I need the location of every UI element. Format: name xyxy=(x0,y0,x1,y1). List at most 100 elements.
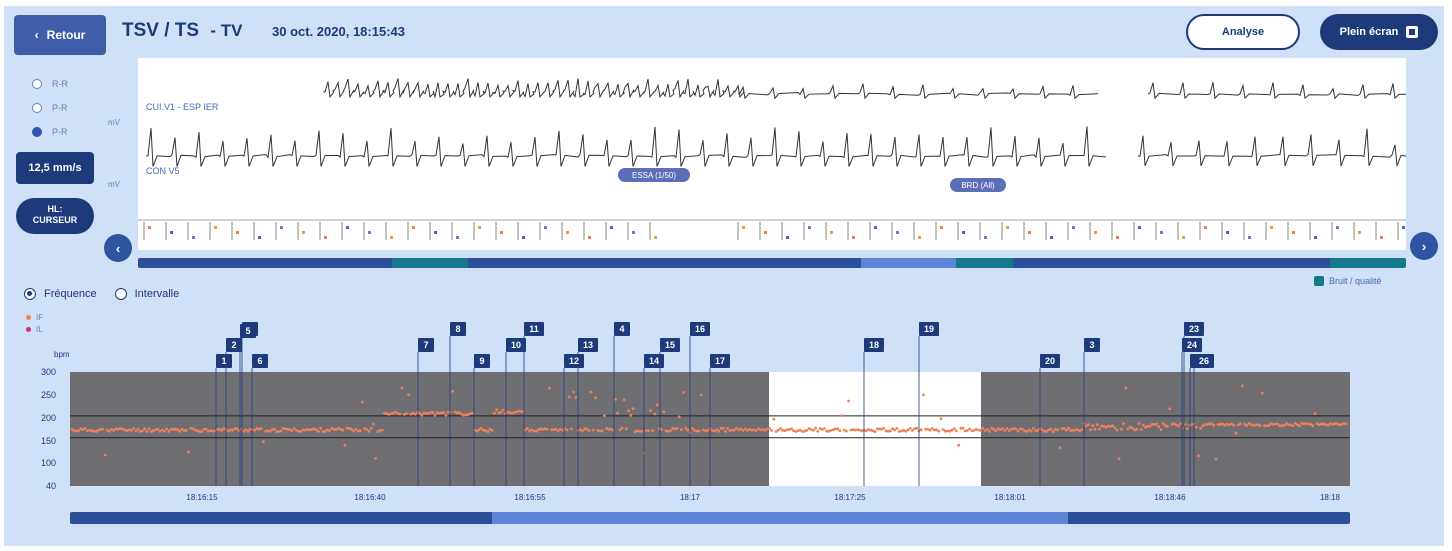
event-flag[interactable]: 23 xyxy=(1184,322,1204,336)
hr-point xyxy=(990,426,993,430)
hr-point xyxy=(1071,429,1075,432)
event-flag[interactable]: 9 xyxy=(474,354,490,368)
hr-point xyxy=(114,427,118,431)
hr-point xyxy=(352,429,355,433)
hr-point xyxy=(1276,422,1279,426)
event-flag[interactable]: 2 xyxy=(226,338,242,352)
hr-point xyxy=(471,412,474,415)
hr-point xyxy=(264,429,267,433)
title-sub: - TV xyxy=(210,21,243,40)
hr-point xyxy=(1144,425,1147,429)
hr-point xyxy=(783,429,787,433)
event-flag[interactable]: 12 xyxy=(564,354,584,368)
hr-point xyxy=(724,430,727,433)
next-strip-button[interactable]: › xyxy=(1410,232,1438,260)
beat-type-dot xyxy=(1270,226,1273,229)
trend-scrollbar[interactable] xyxy=(70,512,1350,524)
event-flag[interactable]: 18 xyxy=(864,338,884,352)
event-flag[interactable]: 3 xyxy=(1084,338,1100,352)
back-button[interactable]: ‹ Retour xyxy=(14,15,106,55)
speed-button[interactable]: 12,5 mm/s xyxy=(16,152,94,184)
hr-point xyxy=(418,411,421,415)
hr-point xyxy=(858,428,861,432)
hr-point xyxy=(684,426,688,430)
hr-point xyxy=(1018,427,1022,431)
hr-point xyxy=(119,427,122,430)
hr-point xyxy=(798,428,802,432)
hr-point xyxy=(565,428,569,432)
hr-point xyxy=(174,427,177,431)
event-tag-2[interactable]: BRD (All) xyxy=(950,178,1006,192)
hr-point xyxy=(671,426,674,430)
ecg-strip-panel[interactable]: ESSA (1/50) BRD (All) CUI.V1 - ESP IER CO… xyxy=(138,58,1406,250)
event-flag[interactable]: 4 xyxy=(614,322,630,336)
cursor-button[interactable]: HL: CURSEUR xyxy=(16,198,94,234)
beat-type-dot xyxy=(434,231,437,234)
mode-intervalle[interactable]: Intervalle xyxy=(114,288,180,300)
hr-point xyxy=(1280,424,1284,428)
beat-type-dot xyxy=(1358,231,1361,234)
event-flag[interactable]: 15 xyxy=(660,338,680,352)
event-flag[interactable]: 17 xyxy=(710,354,730,368)
hr-point xyxy=(750,428,754,432)
beat-type-dot xyxy=(962,231,965,234)
x-tick-label: 18:18:01 xyxy=(994,493,1026,502)
fullscreen-button[interactable]: Plein écran xyxy=(1320,14,1438,50)
hr-point xyxy=(847,399,850,403)
hr-point xyxy=(1293,422,1297,425)
strip-timeline-bar[interactable] xyxy=(138,258,1406,268)
hr-point xyxy=(1062,427,1066,430)
hr-point xyxy=(695,429,699,433)
event-flag[interactable]: 24 xyxy=(1182,338,1202,352)
event-flag[interactable]: 10 xyxy=(506,338,526,352)
hr-point xyxy=(277,430,281,433)
hr-point xyxy=(517,409,520,413)
event-flag[interactable]: 7 xyxy=(418,338,434,352)
mode-intervalle-label: Intervalle xyxy=(134,288,180,300)
scrollbar-thumb[interactable] xyxy=(492,512,1069,524)
hr-point xyxy=(561,428,564,432)
event-flag[interactable]: 11 xyxy=(524,322,544,336)
hr-point xyxy=(581,429,584,433)
hr-point xyxy=(308,428,311,432)
mode-frequence[interactable]: Fréquence xyxy=(24,288,97,300)
event-flag[interactable]: 20 xyxy=(1040,354,1060,368)
event-flag[interactable]: 14 xyxy=(644,354,664,368)
hr-point xyxy=(1254,423,1257,427)
radio-pr[interactable]: P-R xyxy=(32,96,68,120)
x-tick-label: 18:16:55 xyxy=(514,493,546,502)
hr-point xyxy=(651,429,655,432)
analyse-button[interactable]: Analyse xyxy=(1186,14,1300,50)
hr-point xyxy=(266,429,270,433)
beat-type-dot xyxy=(1226,231,1229,234)
radio-dot xyxy=(114,288,127,300)
prev-strip-button[interactable]: ‹ xyxy=(104,234,132,262)
event-flag[interactable]: 26 xyxy=(1194,354,1214,368)
event-flag[interactable]: 16 xyxy=(690,322,710,336)
beat-type-dot xyxy=(456,236,459,239)
hr-point xyxy=(640,429,644,433)
event-flag[interactable]: 6 xyxy=(252,354,268,368)
event-flag[interactable]: 13 xyxy=(578,338,598,352)
event-flag[interactable]: 5 xyxy=(240,324,256,338)
hr-point xyxy=(446,410,450,414)
hr-point xyxy=(653,412,657,416)
radio-pr-2[interactable]: P-R xyxy=(32,120,68,144)
hr-point xyxy=(440,411,443,415)
hr-point xyxy=(759,428,762,432)
hr-point xyxy=(609,427,613,431)
selected-window[interactable] xyxy=(769,372,981,486)
event-flag[interactable]: 19 xyxy=(919,322,939,336)
radio-rr[interactable]: R-R xyxy=(32,72,68,96)
hr-point xyxy=(424,411,428,415)
heart-rate-trend-chart[interactable] xyxy=(4,6,1444,506)
event-tag-1[interactable]: ESSA (1/50) xyxy=(618,168,690,182)
cursor-label-1: HL: xyxy=(47,204,63,214)
hr-point xyxy=(856,428,859,431)
event-flag[interactable]: 8 xyxy=(450,322,466,336)
event-flag[interactable]: 1 xyxy=(216,354,232,368)
hr-point xyxy=(387,413,391,416)
hr-point xyxy=(785,428,789,432)
hr-point xyxy=(244,428,248,432)
x-tick-label: 18:16:15 xyxy=(186,493,218,502)
